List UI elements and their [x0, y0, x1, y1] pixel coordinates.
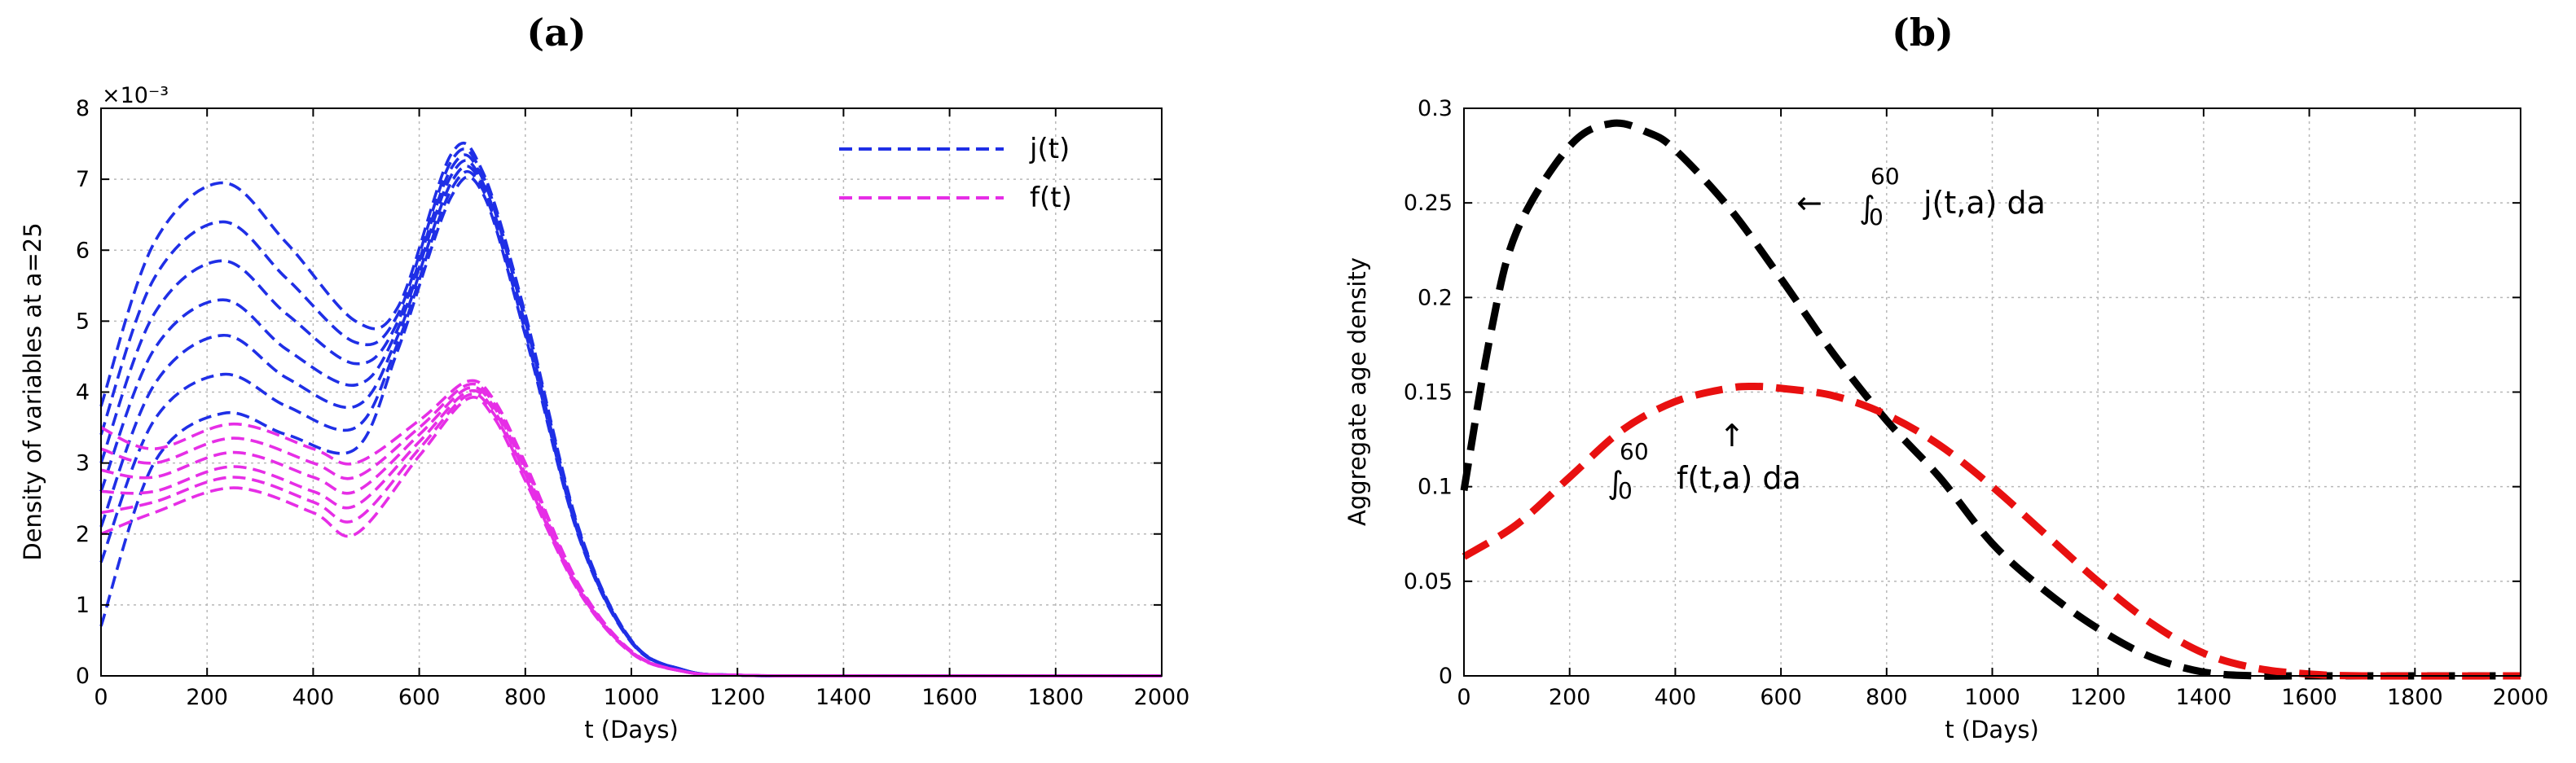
panel-a-x-tick-label: 1600 — [921, 685, 978, 710]
panel-a-series-1-line-5 — [100, 396, 1163, 677]
annotation-j-text: j(t,a) da — [1923, 185, 2046, 221]
panel-b-x-tick-label: 1200 — [2070, 685, 2126, 710]
panel-a-x-tick-label: 800 — [504, 685, 547, 710]
panel-a: (a) ×10⁻³ 0 200 400 600 800 1000 1200 1400 1600 1… — [19, 11, 1189, 743]
panel-b-y-tick-label: 0.3 — [1418, 96, 1453, 121]
panel-a-x-tick-label: 1400 — [815, 685, 872, 710]
panel-a-x-tick-label: 1200 — [710, 685, 766, 710]
panel-b-x-tick-label: 600 — [1760, 685, 1802, 710]
panel-b-x-tick-label: 0 — [1457, 685, 1470, 710]
panel-b-y-tick-label: 0.05 — [1404, 569, 1453, 594]
panel-a-y-tick-label: 2 — [76, 522, 90, 547]
panel-a-ticks: 0 200 400 600 800 1000 1200 1400 1600 1800 2000 0 1 2… — [76, 96, 1190, 710]
panel-a-x-tick-label: 400 — [292, 685, 335, 710]
panel-b-x-tick-label: 1400 — [2176, 685, 2232, 710]
panel-a-y-tick-label: 4 — [76, 380, 90, 406]
panel-a-y-tick-label: 8 — [76, 96, 90, 121]
annotation-j-arrow: ← — [1796, 185, 1822, 221]
legend-j-label: j(t) — [1029, 133, 1070, 165]
annotation-j-integral: ← ∫ 60 0 j(t,a) da — [1796, 163, 2046, 230]
panel-b-x-axis-label: t (Days) — [1945, 716, 2039, 743]
panel-b-series — [1460, 119, 2521, 680]
annotation-f-upper-limit: 60 — [1620, 438, 1649, 465]
panel-b-y-tick-label: 0.2 — [1418, 285, 1453, 310]
panel-b-title: (b) — [1892, 11, 1954, 55]
annotation-j-integral-sign: ∫ — [1859, 190, 1875, 226]
legend-f-label: f(t) — [1030, 182, 1072, 214]
panel-a-x-tick-label: 1000 — [604, 685, 660, 710]
panel-a-series-0-line-2 — [99, 153, 1163, 677]
panel-b-y-axis-label: Aggregate age density — [1343, 257, 1371, 526]
panel-a-y-tick-label: 7 — [76, 167, 90, 192]
panel-b-plot-frame — [1463, 107, 2521, 677]
panel-a-x-tick-label: 0 — [94, 685, 108, 710]
panel-a-y-tick-label: 6 — [76, 238, 90, 263]
panel-a-y-tick-label: 0 — [76, 664, 90, 689]
panel-a-gridlines — [101, 108, 1162, 676]
panel-a-legend: j(t) f(t) — [839, 133, 1072, 214]
panel-a-y-tick-label: 5 — [76, 309, 90, 334]
annotation-f-lower-limit: 0 — [1618, 477, 1633, 504]
panel-b-x-tick-label: 1000 — [1964, 685, 2020, 710]
panel-a-series-0-line-1 — [99, 147, 1163, 677]
panel-a-exponent-label: ×10⁻³ — [102, 83, 169, 108]
panel-a-x-tick-label: 200 — [186, 685, 228, 710]
annotation-f-integral-sign: ∫ — [1607, 465, 1624, 501]
panel-b-x-tick-label: 1800 — [2387, 685, 2443, 710]
panel-a-title: (a) — [526, 11, 586, 55]
annotation-j-lower-limit: 0 — [1869, 204, 1884, 230]
annotation-j-upper-limit: 60 — [1870, 163, 1900, 190]
panel-b: (b) 0 200 400 600 800 1000 1200 1400 1600 1800 200… — [1343, 11, 2548, 743]
panel-a-series-1-line-2 — [100, 385, 1163, 677]
panel-a-x-axis-label: t (Days) — [584, 716, 679, 743]
panel-b-x-tick-label: 2000 — [2493, 685, 2549, 710]
panel-b-y-tick-label: 0 — [1439, 664, 1453, 689]
panel-a-plot-frame — [100, 107, 1163, 677]
panel-b-x-tick-label: 800 — [1866, 685, 1908, 710]
panel-a-series-1-line-1 — [100, 382, 1163, 677]
panel-b-x-tick-label: 200 — [1549, 685, 1591, 710]
panel-a-series-0-line-4 — [99, 164, 1163, 677]
panel-b-y-tick-label: 0.25 — [1404, 191, 1453, 216]
panel-b-x-tick-label: 400 — [1655, 685, 1697, 710]
panel-b-y-tick-label: 0.1 — [1418, 475, 1453, 500]
panel-a-y-axis-label: Density of variables at a=25 — [19, 222, 46, 560]
panel-b-series-0-line-0 — [1460, 119, 2521, 680]
panel-a-y-tick-label: 1 — [76, 593, 90, 618]
panel-b-gridlines — [1464, 108, 2521, 676]
panel-b-x-tick-label: 1600 — [2281, 685, 2337, 710]
panel-b-series-1-line-0 — [1462, 382, 2521, 680]
annotation-f-text: f(t,a) da — [1677, 460, 1801, 496]
panel-a-x-tick-label: 600 — [398, 685, 441, 710]
panel-a-x-tick-label: 1800 — [1027, 685, 1084, 710]
panel-b-y-tick-label: 0.15 — [1404, 380, 1453, 406]
annotation-f-arrow: ↑ — [1719, 418, 1745, 454]
panel-a-y-tick-label: 3 — [76, 451, 90, 476]
panel-a-x-tick-label: 2000 — [1134, 685, 1190, 710]
panel-a-series-1-line-0 — [100, 379, 1163, 677]
annotation-f-integral: ↑ ∫ 60 0 f(t,a) da — [1607, 418, 1801, 504]
